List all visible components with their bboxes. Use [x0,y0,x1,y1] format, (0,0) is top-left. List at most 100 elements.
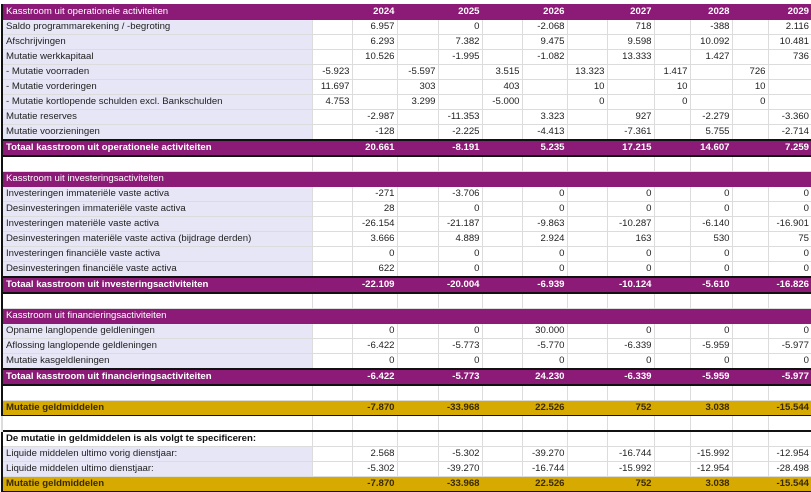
sub-value-cell[interactable] [653,171,691,187]
sub-value-cell[interactable] [481,368,523,386]
value-cell[interactable]: 0 [437,246,483,262]
sub-value-cell[interactable] [566,139,608,157]
value-cell[interactable] [767,64,811,80]
value-cell[interactable] [606,64,655,80]
value-cell[interactable]: 20.661 [351,139,398,157]
value-cell[interactable] [767,155,811,172]
value-cell[interactable]: 927 [606,109,655,125]
sub-value-cell[interactable] [653,292,691,309]
sub-value-cell[interactable] [731,476,769,492]
sub-value-cell[interactable] [566,246,608,262]
row-label[interactable]: Mutatie geldmiddelen [1,400,313,416]
value-cell[interactable] [437,430,483,447]
sub-value-cell[interactable] [311,4,353,20]
sub-value-cell[interactable] [731,430,769,447]
value-cell[interactable]: -16.901 [767,216,811,232]
sub-value-cell[interactable]: -5.000 [481,94,523,110]
row-label[interactable]: Mutatie geldmiddelen [1,476,313,492]
sub-value-cell[interactable]: 3.299 [396,94,439,110]
sub-value-cell[interactable] [731,276,769,294]
value-cell[interactable]: 0 [437,19,483,35]
sub-value-cell[interactable] [566,446,608,462]
sub-value-cell[interactable] [396,430,439,447]
value-cell[interactable]: -12.954 [767,446,811,462]
row-label[interactable]: Mutatie werkkapitaal [1,49,313,65]
sub-value-cell[interactable] [566,368,608,386]
value-cell[interactable]: 4.889 [437,231,483,247]
sub-value-cell[interactable] [731,368,769,386]
sub-value-cell[interactable] [653,216,691,232]
value-cell[interactable]: -5.302 [351,461,398,477]
row-label[interactable]: Opname langlopende geldleningen [1,323,313,339]
sub-value-cell[interactable] [396,384,439,401]
value-cell[interactable]: -6.339 [606,368,655,386]
value-cell[interactable]: 6.293 [351,34,398,50]
sub-value-cell[interactable] [566,338,608,354]
sub-value-cell[interactable] [653,124,691,141]
sub-value-cell[interactable]: 11.697 [311,79,353,95]
value-cell[interactable] [351,155,398,172]
value-cell[interactable]: -4.413 [521,124,568,141]
value-cell[interactable] [521,384,568,401]
sub-value-cell[interactable] [311,109,353,125]
value-cell[interactable]: 0 [689,323,733,339]
sub-value-cell[interactable] [731,338,769,354]
value-cell[interactable] [521,94,568,110]
row-label[interactable]: Kasstroom uit investeringsactiviteiten [1,171,313,187]
value-cell[interactable]: 3.038 [689,476,733,492]
value-cell[interactable]: -1.995 [437,49,483,65]
value-cell[interactable]: 5.755 [689,124,733,141]
sub-value-cell[interactable] [731,231,769,247]
sub-value-cell[interactable] [396,49,439,65]
value-cell[interactable] [606,292,655,309]
sub-value-cell[interactable] [481,19,523,35]
sub-value-cell[interactable] [653,308,691,324]
sub-value-cell[interactable] [311,430,353,447]
sub-value-cell[interactable] [396,171,439,187]
year-header-cell[interactable]: 2026 [521,4,568,20]
value-cell[interactable]: -39.270 [437,461,483,477]
sub-value-cell[interactable] [311,323,353,339]
value-cell[interactable]: -6.140 [689,216,733,232]
value-cell[interactable] [521,155,568,172]
sub-value-cell[interactable] [396,276,439,294]
value-cell[interactable] [606,171,655,187]
value-cell[interactable]: 0 [606,353,655,370]
sub-value-cell[interactable] [566,400,608,416]
sub-value-cell[interactable] [566,384,608,401]
value-cell[interactable] [521,171,568,187]
value-cell[interactable]: -2.225 [437,124,483,141]
value-cell[interactable] [689,171,733,187]
value-cell[interactable]: -5.302 [437,446,483,462]
sub-value-cell[interactable] [731,124,769,141]
value-cell[interactable] [606,79,655,95]
sub-value-cell[interactable] [653,49,691,65]
sub-value-cell[interactable] [396,139,439,157]
sub-value-cell[interactable] [311,216,353,232]
row-label[interactable]: Investeringen financiële vaste activa [1,246,313,262]
value-cell[interactable]: -6.339 [606,338,655,354]
value-cell[interactable]: 0 [521,261,568,278]
value-cell[interactable]: 0 [767,353,811,370]
sub-value-cell[interactable] [653,400,691,416]
value-cell[interactable]: 22.526 [521,400,568,416]
sub-value-cell[interactable]: 3.515 [481,64,523,80]
year-header-cell[interactable]: 2028 [689,4,733,20]
sub-value-cell[interactable] [311,276,353,294]
row-label[interactable]: Totaal kasstroom uit investeringsactivit… [1,276,313,294]
sub-value-cell[interactable] [653,201,691,217]
sub-value-cell[interactable] [396,461,439,477]
value-cell[interactable] [521,79,568,95]
sub-value-cell[interactable] [481,49,523,65]
row-label[interactable] [1,384,313,401]
value-cell[interactable] [351,94,398,110]
sub-value-cell[interactable] [731,19,769,35]
sub-value-cell[interactable] [731,400,769,416]
value-cell[interactable]: 0 [767,261,811,278]
sub-value-cell[interactable] [566,323,608,339]
value-cell[interactable]: -5.773 [437,368,483,386]
sub-value-cell[interactable] [566,231,608,247]
value-cell[interactable]: 9.598 [606,34,655,50]
value-cell[interactable]: -271 [351,186,398,202]
sub-value-cell[interactable] [731,292,769,309]
